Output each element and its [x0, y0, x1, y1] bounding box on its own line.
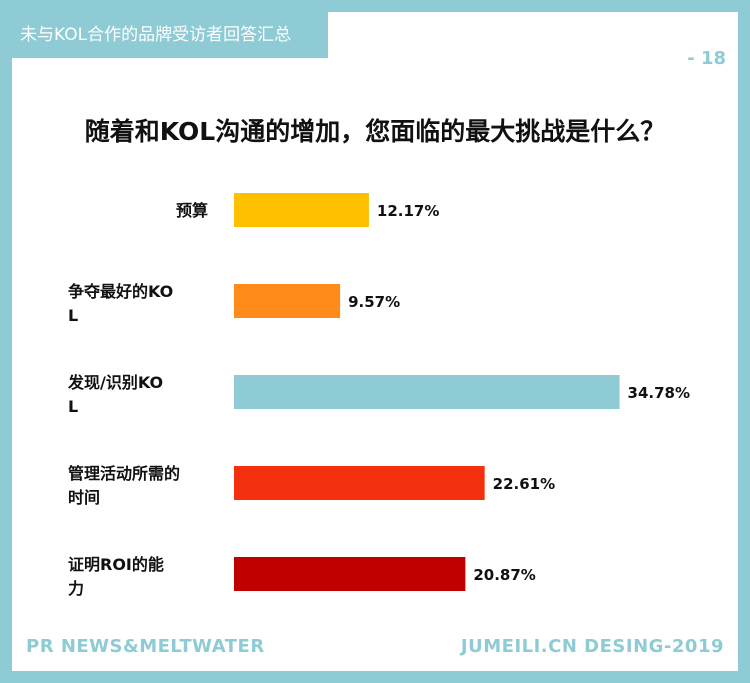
value-label-3: 22.61%: [493, 475, 555, 493]
bar-4: [234, 557, 466, 591]
value-label-4: 20.87%: [473, 566, 535, 584]
category-label-0: 预算: [176, 201, 208, 220]
content-card: 未与KOL合作的品牌受访者回答汇总 - 18 随着和KOL沟通的增加，您面临的最…: [12, 12, 738, 671]
value-label-0: 12.17%: [377, 202, 439, 220]
category-label-4: 证明ROI的能力: [68, 555, 164, 598]
section-tag: 未与KOL合作的品牌受访者回答汇总: [12, 12, 328, 58]
page-number: - 18: [687, 48, 726, 69]
bar-0: [234, 193, 369, 227]
bar-3: [234, 466, 485, 500]
footer-credit: JUMEILI.CN DESING-2019: [460, 636, 724, 657]
bar-1: [234, 284, 341, 318]
category-label-1: 争夺最好的KO L: [68, 282, 173, 325]
category-label-3: 管理活动所需的时间: [68, 464, 180, 507]
bar-chart: 预算 12.17% 争夺最好的KO L 9.57% 发现/识别KO L 34.78% 管理活动所…: [67, 193, 690, 598]
chart-title: 随着和KOL沟通的增加，您面临的最大挑战是什么？: [84, 117, 666, 146]
category-label-2: 发现/识别KO L: [67, 373, 163, 416]
value-label-2: 34.78%: [628, 384, 690, 402]
bar-2: [234, 375, 620, 409]
footer-source: PR NEWS&MELTWATER: [26, 636, 265, 657]
value-label-1: 9.57%: [348, 293, 400, 311]
